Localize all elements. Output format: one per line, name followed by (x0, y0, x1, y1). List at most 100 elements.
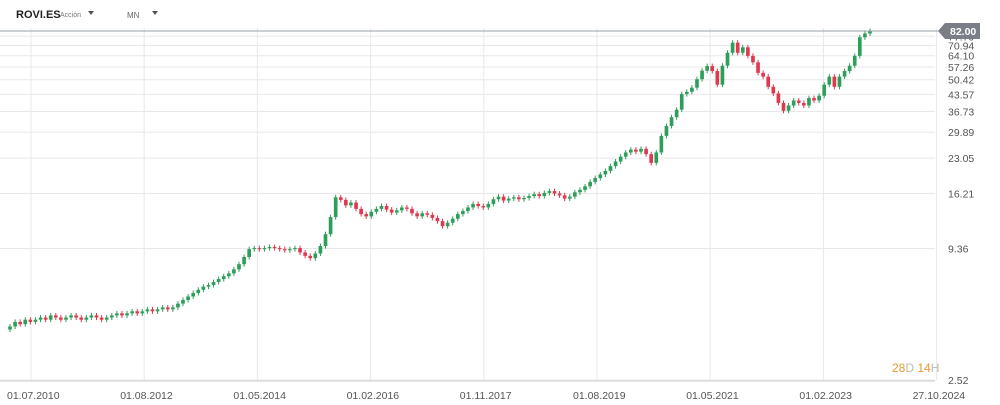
candle-body (176, 303, 180, 308)
candle-body (471, 203, 475, 208)
candle-body (491, 199, 496, 204)
candle-body (868, 31, 872, 34)
candle-body (74, 315, 78, 318)
candle-body (623, 152, 628, 157)
candle-body (461, 211, 465, 215)
candle-body (323, 234, 328, 246)
candle-body (527, 196, 531, 198)
candle-body (410, 208, 414, 214)
candle-body (186, 296, 190, 300)
candle-body (247, 249, 252, 257)
candle-body (262, 248, 267, 250)
symbol-label[interactable]: ROVI.ES (16, 9, 61, 21)
candle-body (405, 207, 409, 209)
candle-body (318, 245, 323, 254)
candle-body (242, 256, 246, 265)
candle-body (130, 311, 134, 314)
symbol-dropdown-icon[interactable] (88, 11, 94, 15)
candle-body (756, 62, 760, 73)
x-tick-label: 01.08.2019 (573, 390, 626, 402)
candle-body (659, 135, 664, 153)
candle-body (695, 79, 699, 88)
candle-body (79, 317, 84, 320)
countdown-days: 28 (892, 361, 906, 375)
candle-body (517, 197, 521, 200)
candle-body (99, 317, 104, 320)
candle-body (18, 321, 23, 325)
candle-body (69, 315, 73, 318)
candle-body (313, 253, 318, 259)
timeframe-label[interactable]: MN (127, 11, 140, 20)
candle-body (679, 94, 684, 110)
candle-body (216, 279, 221, 283)
candle-body (333, 197, 338, 218)
candle-body (160, 307, 165, 310)
candle-body (486, 203, 491, 208)
candle-body (359, 208, 363, 215)
candle-body (796, 100, 801, 103)
candle-body (425, 213, 430, 215)
candle-body (751, 55, 755, 63)
candle-body (171, 307, 175, 310)
candle-body (196, 289, 201, 294)
candle-body (573, 192, 577, 197)
candle-body (715, 71, 720, 85)
candle-body (690, 87, 694, 92)
x-tick-label: 01.08.2012 (120, 390, 173, 402)
candle-body (664, 125, 669, 136)
candle-body (781, 102, 786, 111)
candle-body (802, 102, 806, 106)
y-tick-label: 50.42 (948, 75, 974, 87)
candle-body (232, 269, 236, 274)
candle-body (389, 209, 394, 213)
candle-body (221, 276, 226, 280)
countdown-hours-unit: H (930, 361, 940, 375)
candle-body (415, 213, 419, 217)
candle-body (379, 206, 384, 209)
x-tick-label: 01.11.2017 (460, 390, 512, 402)
timeframe-dropdown-icon[interactable] (152, 11, 158, 15)
candle-body (394, 210, 399, 213)
candle-body (562, 195, 567, 199)
candle-body (700, 70, 704, 80)
candle-body (308, 255, 313, 259)
candle-body (522, 197, 526, 200)
candle-body (120, 313, 124, 316)
candle-body (578, 189, 582, 193)
instrument-type-label: Acción (60, 12, 82, 19)
candle-body (603, 170, 608, 175)
candle-body (746, 47, 750, 56)
y-tick-label: 43.57 (948, 89, 974, 101)
candle-body (89, 315, 94, 318)
candle-body (552, 191, 557, 194)
candle-body (267, 247, 272, 249)
candle-body (740, 47, 745, 53)
candle-body (669, 117, 674, 126)
x-tick-label: 01.05.2021 (686, 390, 739, 402)
candle-body (547, 191, 552, 193)
candle-body (557, 193, 562, 196)
candle-body (450, 218, 455, 223)
y-tick-label: 2.52 (948, 375, 969, 387)
candle-body (857, 37, 862, 56)
candle-body (288, 249, 292, 251)
candle-body (115, 313, 119, 316)
candle-body (94, 315, 99, 318)
candle-body (28, 319, 33, 322)
countdown-days-unit: D (905, 361, 915, 375)
candle-body (435, 217, 440, 222)
candle-body (33, 319, 38, 322)
candle-body (64, 317, 68, 320)
candle-body (812, 98, 816, 101)
candle-body (705, 66, 709, 71)
candle-body (588, 181, 592, 187)
candle-body (354, 202, 358, 209)
candle-body (644, 148, 648, 155)
candle-body (344, 199, 348, 206)
candle-body (226, 273, 231, 277)
candle-body (430, 214, 435, 218)
candle-body (542, 192, 547, 197)
candle-body (852, 55, 857, 66)
x-tick-label: 27.10.2024 (913, 390, 966, 402)
